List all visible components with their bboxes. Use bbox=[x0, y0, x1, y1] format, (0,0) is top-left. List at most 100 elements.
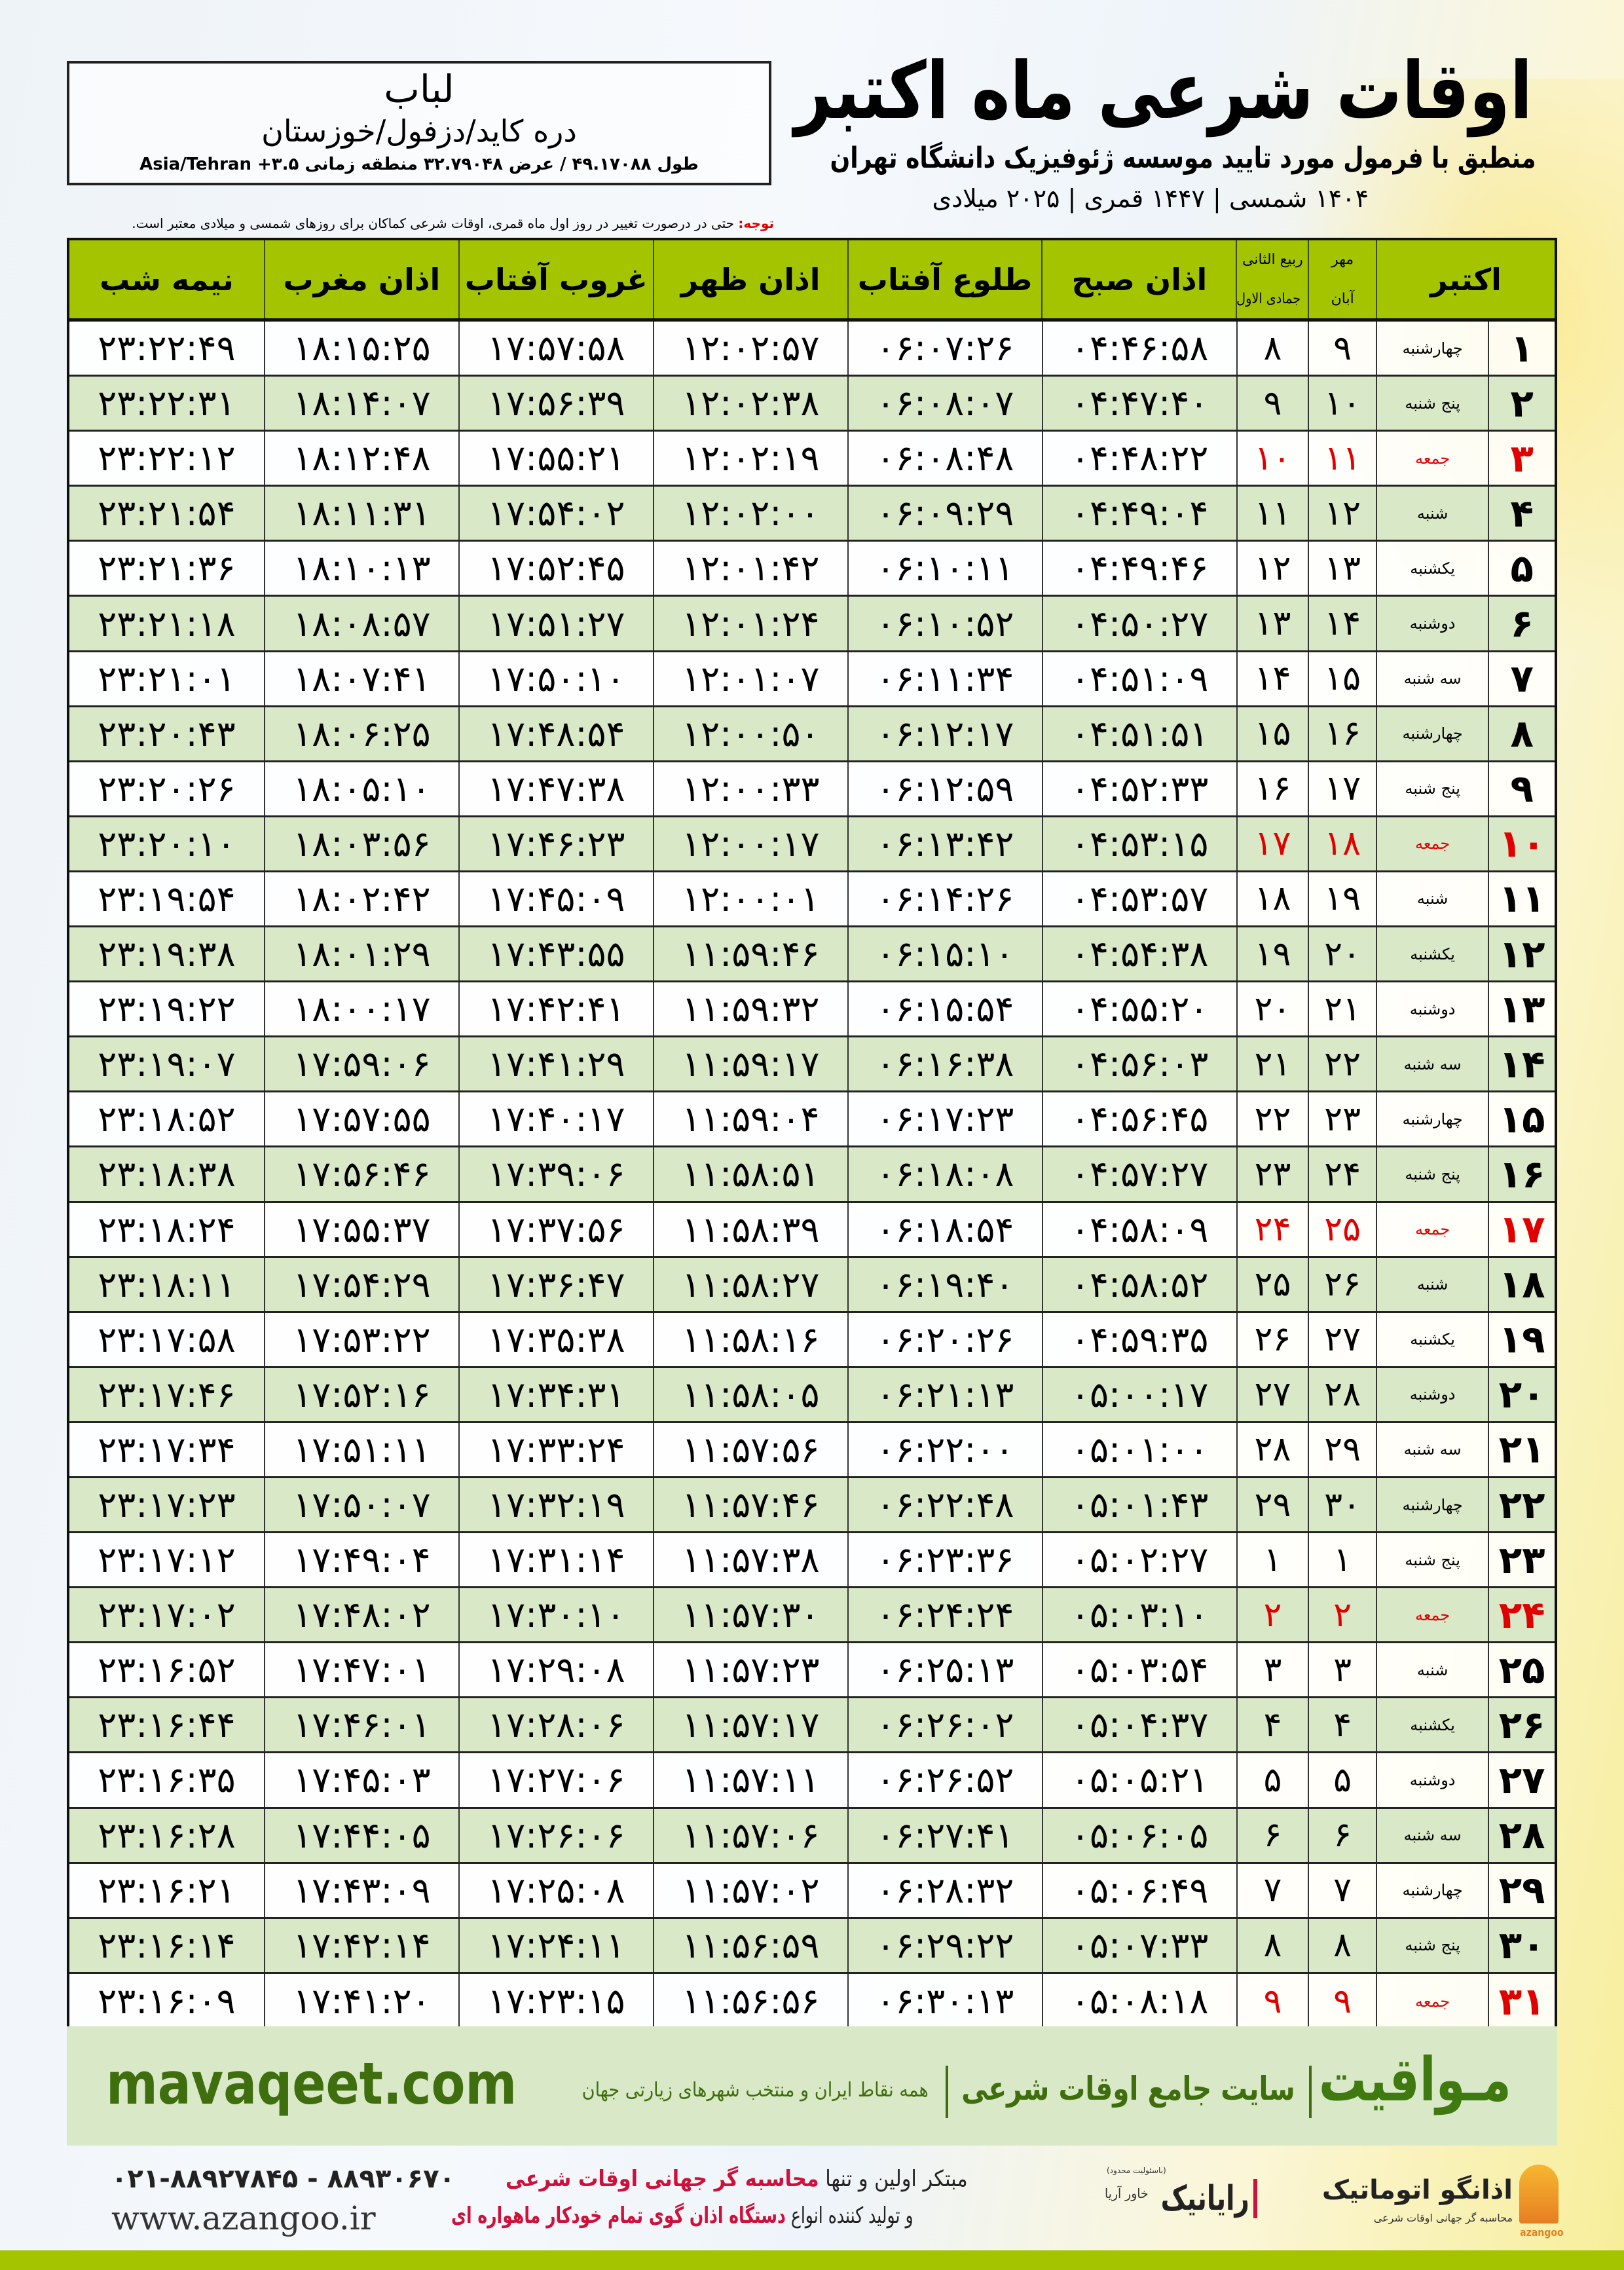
shamsi-day-cell: ۶ bbox=[1308, 1808, 1376, 1862]
sunset-time: ۱۷:۳۷:۵۶ bbox=[487, 1208, 625, 1250]
maghrib-time: ۱۸:۱۰:۱۳ bbox=[293, 548, 431, 589]
sunrise-time: ۰۶:۲۰:۲۶ bbox=[876, 1318, 1014, 1360]
sunset-time-cell: ۱۷:۴۷:۳۸ bbox=[458, 762, 653, 815]
midnight-time-cell: ۲۳:۱۸:۵۲ bbox=[69, 1092, 264, 1145]
midnight-time-cell: ۲۳:۲۱:۰۱ bbox=[69, 652, 264, 705]
weekday-cell: سه شنبه bbox=[1375, 1037, 1488, 1091]
weekday-cell: پنج شنبه bbox=[1375, 1918, 1488, 1972]
sunrise-time-cell: ۰۶:۲۱:۱۳ bbox=[847, 1368, 1042, 1421]
qamari-day: ۸ bbox=[1263, 328, 1282, 368]
promo-line1-b: محاسبه گر جهانی اوقات شرعی bbox=[506, 2166, 819, 2192]
fajr-time-cell: ۰۵:۰۷:۳۳ bbox=[1041, 1918, 1236, 1972]
dhuhr-time-cell: ۱۱:۵۶:۵۹ bbox=[652, 1918, 847, 1972]
sunrise-time-cell: ۰۶:۲۲:۰۰ bbox=[847, 1423, 1042, 1476]
mavaqeet-url[interactable]: mavaqeet.com bbox=[106, 2050, 517, 2117]
weekday-cell: چهارشنبه bbox=[1375, 1092, 1488, 1146]
sunrise-time: ۰۶:۱۹:۴۰ bbox=[876, 1263, 1014, 1305]
maghrib-time: ۱۸:۰۳:۵۶ bbox=[293, 823, 431, 865]
midnight-time-cell: ۲۳:۱۶:۲۸ bbox=[69, 1809, 264, 1862]
qamari-day: ۲۶ bbox=[1254, 1320, 1291, 1360]
page-subtitle: منطبق با فرمول مورد تایید موسسه ژئوفیزیک… bbox=[830, 141, 1536, 175]
weekday: سه شنبه bbox=[1403, 1440, 1462, 1459]
day-number-cell: ۱۹ bbox=[1488, 1312, 1555, 1366]
sunset-time-cell: ۱۷:۲۶:۰۶ bbox=[458, 1808, 653, 1862]
qamari-day: ۴ bbox=[1263, 1705, 1282, 1745]
table-row: ۱۰ جمعه ۱۸ ۱۷ ۰۴:۵۳:۱۵ ۰۶:۱۳:۴۲ ۱۲:۰۰:۱۷ ۱۷:۴۶:… bbox=[69, 817, 1555, 872]
shamsi-day: ۷ bbox=[1333, 1870, 1352, 1910]
shamsi-day: ۹ bbox=[1333, 1981, 1352, 2021]
dhuhr-time: ۱۱:۵۸:۱۶ bbox=[682, 1318, 820, 1360]
qamari-day-cell: ۸ bbox=[1236, 1918, 1308, 1972]
fajr-time: ۰۴:۵۵:۲۰ bbox=[1070, 988, 1209, 1030]
maghrib-time: ۱۷:۴۹:۰۴ bbox=[293, 1539, 431, 1581]
qamari-day-cell: ۲ bbox=[1236, 1588, 1308, 1642]
weekday: جمعه bbox=[1415, 1605, 1450, 1624]
midnight-time-cell: ۲۳:۱۸:۳۸ bbox=[69, 1147, 264, 1200]
header-qamari-bottom: جمادی الاول bbox=[1236, 290, 1301, 307]
fajr-time: ۰۴:۵۲:۳۳ bbox=[1070, 768, 1209, 809]
table-row: ۲۵ شنبه ۳ ۳ ۰۵:۰۳:۵۴ ۰۶:۲۵:۱۳ ۱۱:۵۷:۲۳ ۱۷:۲۹:۰۸… bbox=[69, 1643, 1555, 1699]
fajr-time-cell: ۰۵:۰۶:۰۵ bbox=[1041, 1808, 1236, 1862]
sunrise-time-cell: ۰۶:۰۹:۲۹ bbox=[847, 487, 1042, 540]
dhuhr-time: ۱۱:۵۷:۳۸ bbox=[682, 1539, 820, 1581]
dhuhr-time: ۱۲:۰۰:۵۰ bbox=[682, 713, 820, 754]
weekday: سه شنبه bbox=[1403, 1826, 1462, 1845]
sunset-time-cell: ۱۷:۳۴:۳۱ bbox=[458, 1368, 653, 1421]
shamsi-day: ۱۰ bbox=[1324, 383, 1361, 423]
day-number-cell: ۳ bbox=[1488, 432, 1555, 485]
location-path: دره کاید/دزفول/خوزستان bbox=[261, 113, 577, 149]
maghrib-time-cell: ۱۸:۰۳:۵۶ bbox=[263, 817, 458, 870]
sunrise-time: ۰۶:۲۶:۵۲ bbox=[876, 1759, 1014, 1801]
sunrise-time-cell: ۰۶:۱۹:۴۰ bbox=[847, 1257, 1042, 1311]
dhuhr-time-cell: ۱۲:۰۰:۳۳ bbox=[652, 762, 847, 815]
weekday-cell: چهارشنبه bbox=[1375, 707, 1488, 760]
qamari-day-cell: ۲۸ bbox=[1236, 1423, 1308, 1476]
qamari-day-cell: ۹ bbox=[1236, 1973, 1308, 2029]
sunset-time: ۱۷:۳۵:۳۸ bbox=[487, 1318, 625, 1360]
footer: ۰۲۱-۸۸۹۲۷۸۴۵ - ۸۸۹۳۰۶۷۰ www.azangoo.ir م… bbox=[0, 2151, 1624, 2243]
dhuhr-time-cell: ۱۲:۰۱:۴۲ bbox=[652, 542, 847, 595]
rayanik-logo: (باسئولیت محدود) رایانیک خاور آریا bbox=[1105, 2166, 1257, 2238]
sunrise-time-cell: ۰۶:۱۵:۵۴ bbox=[847, 982, 1042, 1036]
day-number-cell: ۲۷ bbox=[1488, 1753, 1555, 1807]
qamari-day-cell: ۲۳ bbox=[1236, 1147, 1308, 1201]
qamari-day-cell: ۲۵ bbox=[1236, 1257, 1308, 1311]
sunrise-time-cell: ۰۶:۲۵:۱۳ bbox=[847, 1643, 1042, 1697]
sunset-time-cell: ۱۷:۴۶:۲۳ bbox=[458, 817, 653, 870]
sunrise-time: ۰۶:۲۴:۲۴ bbox=[876, 1594, 1014, 1636]
fajr-time-cell: ۰۵:۰۳:۱۰ bbox=[1041, 1588, 1236, 1642]
sunset-time-cell: ۱۷:۳۶:۴۷ bbox=[458, 1257, 653, 1311]
qamari-day-cell: ۱۵ bbox=[1236, 707, 1308, 760]
weekday: چهارشنبه bbox=[1402, 1495, 1463, 1514]
fajr-time-cell: ۰۴:۵۸:۰۹ bbox=[1041, 1202, 1236, 1256]
midnight-time: ۲۳:۱۶:۴۴ bbox=[98, 1704, 236, 1746]
qamari-day: ۱۰ bbox=[1254, 438, 1291, 478]
midnight-time-cell: ۲۳:۲۱:۳۶ bbox=[69, 542, 264, 595]
weekday: پنج شنبه bbox=[1405, 1936, 1460, 1955]
promo-line2-b: دستگاه اذان گوی تمام خودکار ماهواره ای bbox=[451, 2203, 786, 2229]
dhuhr-time-cell: ۱۲:۰۰:۰۱ bbox=[652, 872, 847, 926]
fajr-time-cell: ۰۴:۵۱:۵۱ bbox=[1041, 707, 1236, 760]
sunset-time: ۱۷:۳۳:۲۴ bbox=[487, 1428, 625, 1470]
weekday-cell: چهارشنبه bbox=[1375, 1863, 1488, 1917]
day-number: ۶ bbox=[1510, 601, 1534, 646]
maghrib-time-cell: ۱۸:۱۰:۱۳ bbox=[263, 542, 458, 595]
maghrib-time: ۱۷:۵۵:۳۷ bbox=[293, 1208, 431, 1250]
qamari-day-cell: ۲۷ bbox=[1236, 1368, 1308, 1421]
fajr-time-cell: ۰۴:۴۶:۵۸ bbox=[1041, 322, 1236, 375]
shamsi-day-cell: ۲۴ bbox=[1308, 1147, 1376, 1201]
fajr-time: ۰۴:۴۹:۴۶ bbox=[1070, 548, 1209, 589]
sunrise-time: ۰۶:۲۲:۰۰ bbox=[876, 1428, 1014, 1470]
qamari-day: ۱۴ bbox=[1254, 659, 1291, 699]
azangoo-website[interactable]: www.azangoo.ir bbox=[111, 2199, 376, 2237]
fajr-time: ۰۵:۰۰:۱۷ bbox=[1070, 1373, 1209, 1415]
dhuhr-time-cell: ۱۲:۰۱:۰۷ bbox=[652, 652, 847, 705]
weekday: یکشنبه bbox=[1410, 1715, 1455, 1734]
dhuhr-time-cell: ۱۱:۵۷:۳۰ bbox=[652, 1588, 847, 1642]
midnight-time: ۲۳:۲۱:۵۴ bbox=[98, 493, 236, 534]
sunset-time: ۱۷:۲۶:۰۶ bbox=[487, 1814, 625, 1856]
maghrib-time-cell: ۱۷:۵۴:۲۹ bbox=[263, 1257, 458, 1311]
shamsi-day: ۱۲ bbox=[1324, 493, 1361, 533]
shamsi-day-cell: ۳۰ bbox=[1308, 1478, 1376, 1532]
dhuhr-time-cell: ۱۱:۵۷:۳۸ bbox=[652, 1533, 847, 1587]
